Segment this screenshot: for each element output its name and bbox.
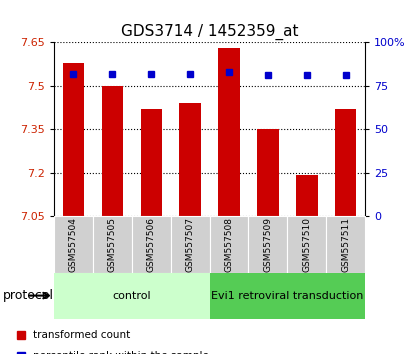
Text: GSM557507: GSM557507 [186, 217, 195, 272]
Text: GSM557509: GSM557509 [264, 217, 272, 272]
Bar [141, 109, 162, 216]
Bar [132, 216, 171, 273]
Text: control: control [112, 291, 151, 301]
Bar [54, 216, 93, 273]
Bar [54, 273, 210, 319]
Text: GSM557504: GSM557504 [69, 217, 78, 272]
Bar [326, 216, 365, 273]
Text: percentile rank within the sample: percentile rank within the sample [33, 351, 209, 354]
Text: GSM557508: GSM557508 [225, 217, 234, 272]
Bar [249, 216, 287, 273]
Bar [257, 129, 278, 216]
Text: GSM557505: GSM557505 [108, 217, 117, 272]
Bar [171, 216, 210, 273]
Bar [93, 216, 132, 273]
Bar [287, 216, 326, 273]
Bar [179, 103, 201, 216]
Text: GSM557511: GSM557511 [341, 217, 350, 272]
Text: transformed count: transformed count [33, 330, 130, 339]
Text: GSM557510: GSM557510 [303, 217, 311, 272]
Text: Evi1 retroviral transduction: Evi1 retroviral transduction [211, 291, 364, 301]
Text: protocol: protocol [3, 289, 54, 302]
Bar [218, 48, 240, 216]
Bar [296, 176, 317, 216]
Bar [63, 63, 84, 216]
Bar [335, 109, 356, 216]
Title: GDS3714 / 1452359_at: GDS3714 / 1452359_at [121, 23, 298, 40]
Text: GSM557506: GSM557506 [147, 217, 156, 272]
Bar [102, 86, 123, 216]
Bar [210, 216, 249, 273]
Bar [210, 273, 365, 319]
